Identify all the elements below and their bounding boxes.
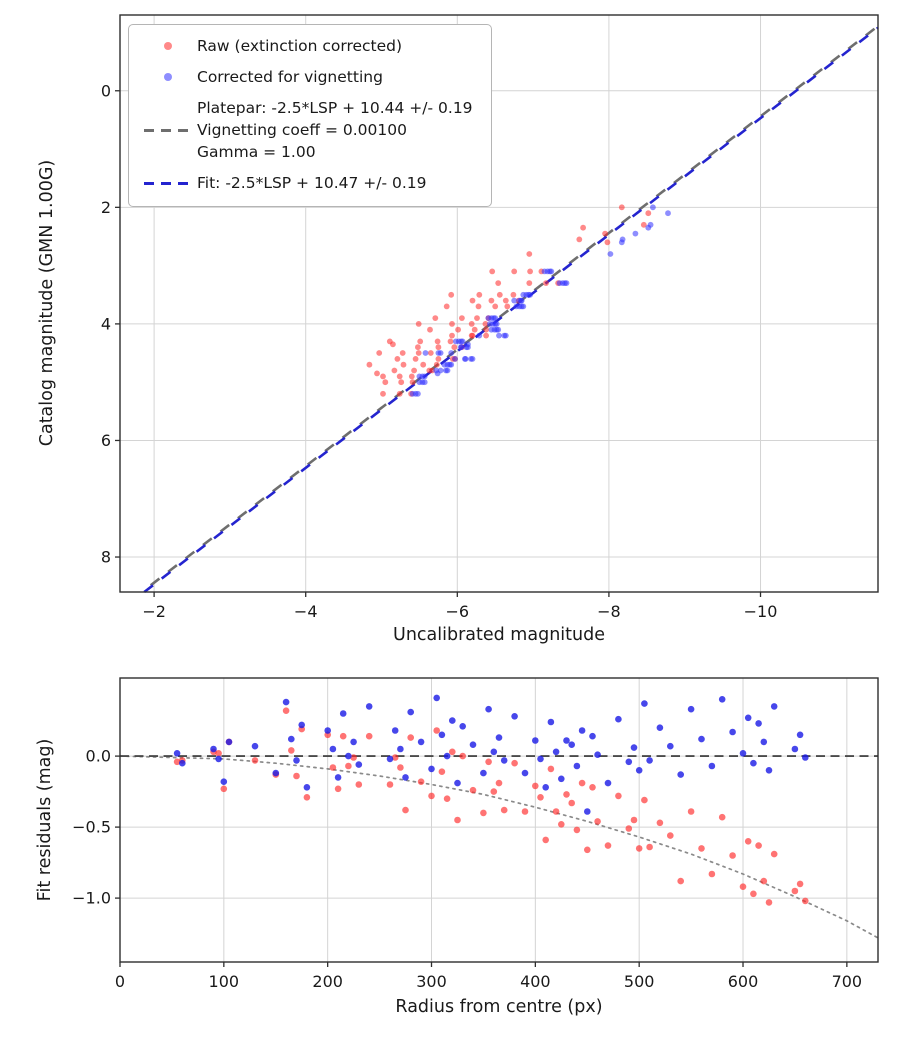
svg-text:−4: −4	[294, 602, 318, 621]
svg-text:−1.0: −1.0	[72, 889, 111, 908]
svg-text:400: 400	[520, 972, 551, 991]
legend-item-raw: Raw (extinction corrected)	[139, 35, 473, 57]
svg-text:300: 300	[416, 972, 447, 991]
platepar-line3: Gamma = 1.00	[197, 143, 316, 161]
bottom-chart-canvas: Radius from centre (px) Fit residuals (m…	[35, 677, 879, 1017]
svg-text:−8: −8	[597, 602, 621, 621]
svg-text:−6: −6	[446, 602, 470, 621]
bottom-chart: Radius from centre (px) Fit residuals (m…	[0, 660, 900, 1050]
svg-text:2: 2	[101, 198, 111, 217]
raw-dot-marker	[139, 42, 197, 50]
svg-text:4: 4	[101, 314, 111, 333]
fit-dash-marker	[139, 181, 197, 185]
legend-item-corrected: Corrected for vignetting	[139, 66, 473, 88]
bottom-x-axis-label: Radius from centre (px)	[395, 997, 602, 1017]
bottom-y-axis-label: Fit residuals (mag)	[35, 739, 55, 902]
legend-label-platepar: Platepar: -2.5*LSP + 10.44 +/- 0.19 Vign…	[197, 97, 473, 163]
svg-text:600: 600	[728, 972, 759, 991]
svg-text:−0.5: −0.5	[72, 818, 111, 837]
platepar-dash-marker	[139, 128, 197, 132]
legend-label-raw: Raw (extinction corrected)	[197, 37, 403, 55]
svg-text:100: 100	[209, 972, 240, 991]
svg-text:6: 6	[101, 431, 111, 450]
legend-label-corrected: Corrected for vignetting	[197, 68, 383, 86]
platepar-line1: Platepar: -2.5*LSP + 10.44 +/- 0.19	[197, 99, 473, 117]
svg-text:0.0: 0.0	[86, 747, 111, 766]
legend-item-fit: Fit: -2.5*LSP + 10.47 +/- 0.19	[139, 172, 473, 194]
corrected-dot-marker	[139, 73, 197, 81]
platepar-line2: Vignetting coeff = 0.00100	[197, 121, 407, 139]
svg-text:700: 700	[832, 972, 863, 991]
top-chart: Uncalibrated magnitude Catalog magnitude…	[37, 14, 879, 645]
svg-text:0: 0	[101, 81, 111, 100]
svg-text:−10: −10	[744, 602, 778, 621]
top-chart-canvas: Uncalibrated magnitude Catalog magnitude…	[37, 14, 879, 645]
svg-text:500: 500	[624, 972, 655, 991]
svg-text:8: 8	[101, 548, 111, 567]
top-x-axis-label: Uncalibrated magnitude	[393, 625, 605, 645]
svg-text:−2: −2	[142, 602, 166, 621]
legend: Raw (extinction corrected) Corrected for…	[128, 24, 492, 207]
svg-text:200: 200	[312, 972, 343, 991]
legend-item-platepar: Platepar: -2.5*LSP + 10.44 +/- 0.19 Vign…	[139, 97, 473, 163]
svg-text:0: 0	[115, 972, 125, 991]
top-y-axis-label: Catalog magnitude (GMN 1.00G)	[37, 160, 57, 447]
legend-label-fit: Fit: -2.5*LSP + 10.47 +/- 0.19	[197, 174, 427, 192]
